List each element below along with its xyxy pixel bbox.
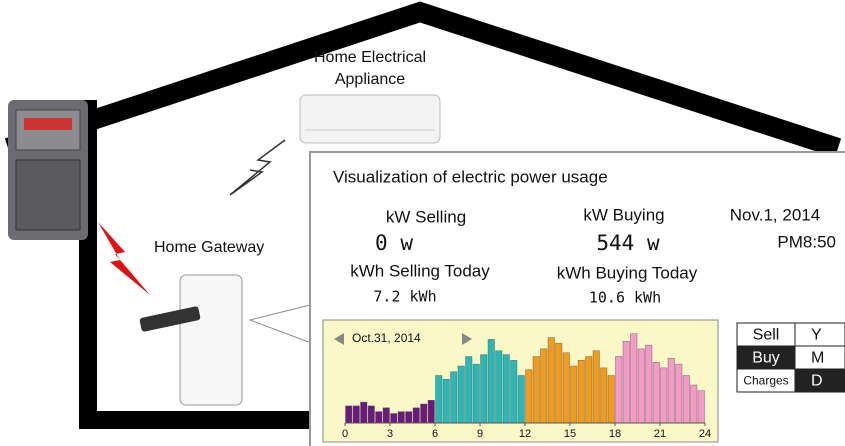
bar <box>413 408 420 423</box>
power-icon <box>98 222 150 295</box>
bar <box>631 334 638 423</box>
bar <box>496 351 503 423</box>
wireless-icon <box>230 140 285 195</box>
appliance-label: Home Electrical <box>314 49 426 66</box>
buying-today-value: 10.6 kWh <box>589 289 661 307</box>
panel-title: Visualization of electric power usage <box>333 167 608 186</box>
bar <box>518 376 525 424</box>
x-tick-label: 15 <box>564 428 576 440</box>
bar <box>346 406 353 423</box>
bar <box>406 412 413 423</box>
bar <box>511 360 518 423</box>
selling-today-value: 7.2 kWh <box>373 288 436 306</box>
appliance-label: Appliance <box>335 71 405 88</box>
bar <box>481 355 488 423</box>
bar <box>616 357 623 424</box>
bar <box>563 353 570 423</box>
bar <box>653 362 660 423</box>
button-label[interactable]: Sell <box>753 327 780 344</box>
bar <box>623 341 630 423</box>
bar <box>638 349 645 423</box>
x-tick-label: 12 <box>519 428 531 440</box>
bar <box>458 366 465 423</box>
diagram: Home Electrical Appliance Home Gateway V… <box>0 0 845 446</box>
bar <box>376 412 383 423</box>
selling-today-label: kWh Selling Today <box>350 261 490 280</box>
bar <box>368 406 375 423</box>
bar <box>526 370 533 423</box>
bar <box>661 368 668 423</box>
x-tick-label: 0 <box>342 428 348 440</box>
bar <box>353 406 360 423</box>
electric-meter <box>8 100 88 240</box>
buying-today-label: kWh Buying Today <box>557 263 698 282</box>
gateway-label: Home Gateway <box>154 239 264 256</box>
bar <box>691 385 698 423</box>
bar <box>533 357 540 424</box>
button-label[interactable]: Buy <box>752 350 780 367</box>
bar <box>361 402 368 423</box>
bar <box>398 412 405 423</box>
x-tick-label: 24 <box>699 428 711 440</box>
button-label[interactable]: D <box>811 373 823 390</box>
selling-value: 0 w <box>375 231 413 255</box>
bar <box>488 339 495 423</box>
bar <box>646 345 653 423</box>
bar <box>436 376 443 424</box>
selling-label: kW Selling <box>386 207 466 226</box>
bar <box>676 364 683 423</box>
bar <box>443 379 450 423</box>
bar <box>601 368 608 423</box>
bar <box>548 338 555 424</box>
bar <box>698 391 705 423</box>
time: PM8:50 <box>777 232 836 251</box>
bar <box>473 364 480 423</box>
x-tick-label: 9 <box>477 428 483 440</box>
x-tick-label: 6 <box>432 428 438 440</box>
x-tick-label: 18 <box>609 428 621 440</box>
bar <box>383 408 390 423</box>
bar <box>466 357 473 424</box>
bar <box>556 343 563 423</box>
bar <box>668 358 675 423</box>
bar <box>421 404 428 423</box>
buying-label: kW Buying <box>583 205 664 224</box>
x-tick-label: 3 <box>387 428 393 440</box>
bar <box>571 366 578 423</box>
button-label[interactable]: M <box>811 350 824 367</box>
bar <box>541 349 548 423</box>
bar <box>593 351 600 423</box>
chart-date: Oct.31, 2014 <box>352 331 421 345</box>
button-label[interactable]: Charges <box>743 374 788 388</box>
air-conditioner <box>300 95 440 143</box>
bar <box>428 400 435 423</box>
bar <box>586 357 593 424</box>
buying-value: 544 w <box>596 231 660 255</box>
bar <box>608 376 615 424</box>
bar <box>578 360 585 423</box>
date: Nov.1, 2014 <box>730 205 820 224</box>
button-label[interactable]: Y <box>811 327 822 344</box>
home-gateway <box>139 275 242 405</box>
bar <box>451 372 458 423</box>
bar <box>683 376 690 424</box>
bar <box>391 414 398 424</box>
x-tick-label: 21 <box>654 428 666 440</box>
bar <box>503 355 510 423</box>
